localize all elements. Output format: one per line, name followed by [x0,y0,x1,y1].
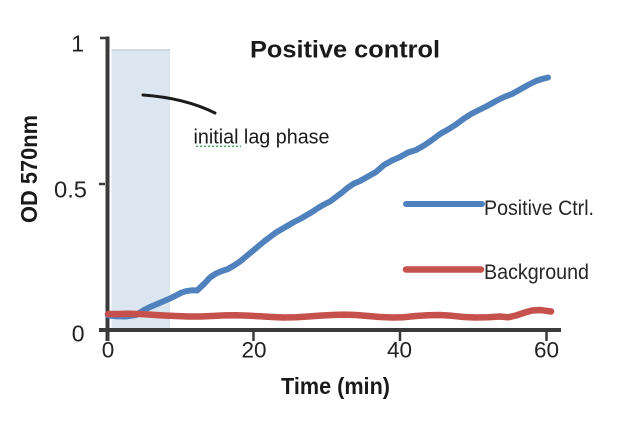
svg-text:OD 570nm: OD 570nm [16,115,42,223]
svg-text:0: 0 [72,321,85,347]
svg-text:Background: Background [484,261,589,284]
svg-text:1: 1 [71,31,84,57]
svg-text:40: 40 [387,338,412,363]
svg-text:Positive Ctrl.: Positive Ctrl. [484,197,594,220]
svg-text:0: 0 [102,338,115,363]
svg-text:Positive control: Positive control [250,37,440,64]
svg-text:Time (min): Time (min) [281,373,390,399]
svg-text:initial lag phase: initial lag phase [194,127,330,149]
svg-text:20: 20 [241,338,266,363]
svg-text:0.5: 0.5 [54,177,87,203]
svg-text:60: 60 [534,338,559,363]
